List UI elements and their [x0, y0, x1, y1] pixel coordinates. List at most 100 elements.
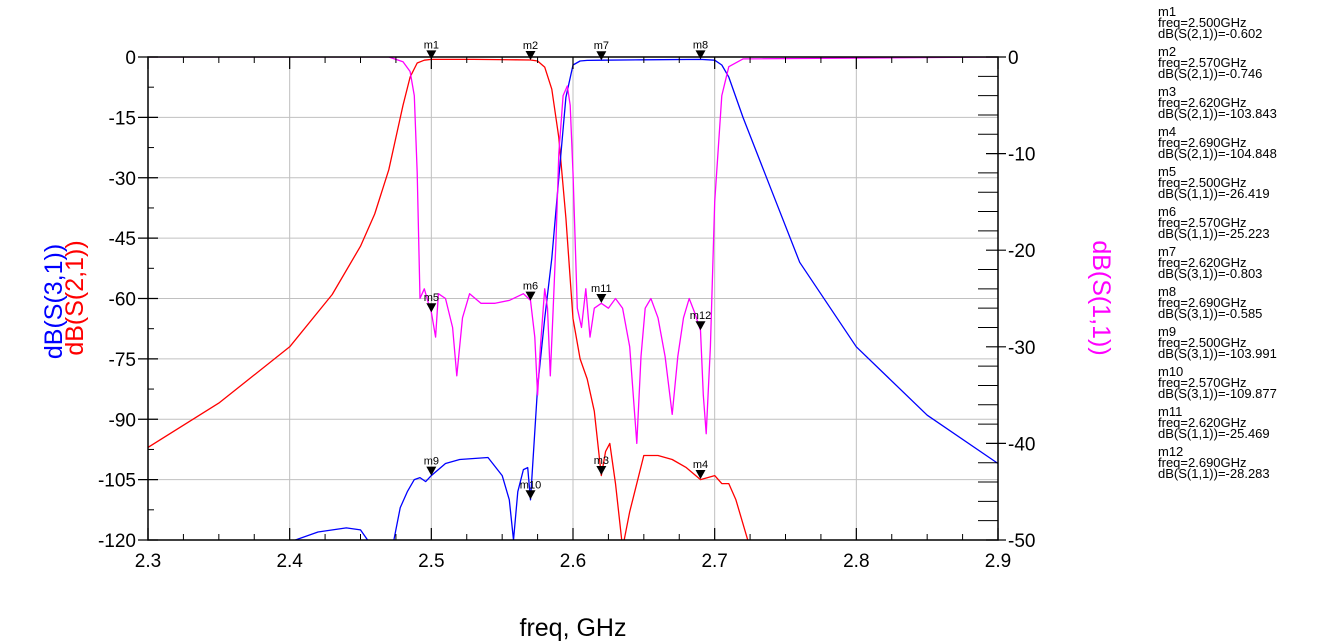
marker-readout-m11: m11 freq=2.620GHz dB(S(1,1))=-25.469 [1158, 404, 1318, 441]
marker-readout-m2: m2 freq=2.570GHz dB(S(2,1))=-0.746 [1158, 44, 1318, 81]
marker-readout-m3: m3 freq=2.620GHz dB(S(2,1))=-103.843 [1158, 85, 1318, 121]
marker-label-m12: m12 [690, 310, 711, 322]
marker-readout-name: m2 [1158, 44, 1177, 59]
marker-readout-name: m6 [1158, 204, 1177, 219]
series-line-db-s-3-1 [293, 58, 998, 540]
marker-m12 [695, 321, 706, 331]
marker-label-m11: m11 [591, 283, 612, 295]
series-layer [148, 57, 998, 540]
marker-readout-freq: freq=2.620GHz [1158, 415, 1247, 430]
marker-readout-value: dB(S(3,1))=-103.991 [1158, 346, 1277, 361]
series-line-db-s-2-1 [148, 58, 749, 540]
marker-readout-m12: m12 freq=2.690GHz dB(S(1,1))=-28.283 [1158, 444, 1318, 481]
marker-m8 [695, 50, 706, 60]
marker-readout-value: dB(S(1,1))=-25.223 [1158, 226, 1270, 241]
y-left-tick-label: -60 [109, 290, 136, 311]
y-right-tick-label: -20 [1008, 241, 1035, 262]
marker-m11 [596, 294, 607, 304]
marker-readout-value: dB(S(3,1))=-109.877 [1158, 386, 1277, 401]
marker-readout-freq: freq=2.690GHz [1158, 295, 1247, 310]
marker-m2 [525, 51, 536, 61]
marker-readout-name: m1 [1158, 4, 1177, 19]
left-axis-title-s21: dB(S(2,1)) [61, 240, 89, 355]
marker-readout-freq: freq=2.620GHz [1158, 255, 1247, 270]
marker-label-m10: m10 [520, 479, 541, 491]
right-axis-title: dB(S(1,1)) [1087, 240, 1115, 355]
x-tick-label: 2.4 [276, 551, 303, 572]
marker-readout-m10: m10 freq=2.570GHz dB(S(3,1))=-109.877 [1158, 364, 1318, 401]
marker-m1 [426, 50, 437, 60]
y-right-tick-label: -10 [1008, 145, 1035, 166]
marker-label-m3: m3 [594, 455, 609, 467]
y-left-tick-label: -90 [109, 410, 136, 431]
y-right-tick-label: -50 [1008, 531, 1035, 552]
marker-readout-value: dB(S(1,1))=-25.469 [1158, 426, 1270, 441]
y-right-tick-label: 0 [1008, 48, 1019, 69]
marker-m7 [596, 51, 607, 61]
y-left-tick-label: -30 [109, 169, 136, 190]
marker-m10 [525, 490, 536, 500]
x-tick-label: 2.7 [701, 551, 727, 572]
left-axis-title: dB(S(3,1)) dB(S(2,1)) [40, 237, 89, 359]
marker-m4 [695, 470, 706, 480]
axis-ticks: 2.3 2.4 2.5 2.6 2.7 2.8 2.9 0 -15 -30 -45 -60 -75 -90… [98, 48, 1036, 572]
marker-readout-m6: m6 freq=2.570GHz dB(S(1,1))=-25.223 [1158, 204, 1318, 241]
marker-label-m4: m4 [693, 459, 708, 471]
marker-label-m5: m5 [424, 292, 439, 304]
marker-readout-m9: m9 freq=2.500GHz dB(S(3,1))=-103.991 [1158, 324, 1318, 361]
markers-layer: m1 m2 m3 m4 m5 m6 m7 m8 m9 m10 m11 m12 [424, 39, 711, 500]
x-axis-title: freq, GHz [520, 614, 627, 642]
series-line-db-s-1-1 [148, 57, 998, 445]
marker-readout-value: dB(S(2,1))=-103.843 [1158, 106, 1277, 121]
marker-readout-name: m12 [1158, 444, 1184, 459]
marker-label-m9: m9 [424, 456, 439, 468]
marker-label-m6: m6 [523, 281, 538, 293]
marker-readout-name: m4 [1158, 124, 1177, 139]
marker-readout-panel: m1 freq=2.500GHz dB(S(2,1))=-0.602 m2 freq=2… [1158, 4, 1318, 486]
marker-m9 [426, 466, 437, 476]
x-tick-label: 2.6 [560, 551, 586, 572]
marker-readout-value: dB(S(2,1))=-0.746 [1158, 66, 1263, 81]
marker-readout-name: m8 [1158, 284, 1177, 299]
grid-lines [148, 57, 998, 540]
marker-readout-m7: m7 freq=2.620GHz dB(S(3,1))=-0.803 [1158, 244, 1318, 281]
marker-readout-name: m10 [1158, 364, 1184, 379]
marker-label-m2: m2 [523, 40, 538, 52]
x-tick-label: 2.8 [843, 551, 869, 572]
x-tick-label: 2.3 [135, 551, 161, 572]
x-tick-label: 2.9 [985, 551, 1011, 572]
marker-readout-freq: freq=2.570GHz [1158, 375, 1247, 390]
marker-label-m8: m8 [693, 39, 708, 51]
marker-readout-m4: m4 freq=2.690GHz dB(S(2,1))=-104.848 [1158, 124, 1318, 161]
y-left-tick-label: -105 [98, 471, 136, 492]
marker-readout-name: m9 [1158, 324, 1177, 339]
marker-m3 [596, 465, 607, 475]
marker-readout-value: dB(S(3,1))=-0.803 [1158, 266, 1263, 281]
left-axis-title-s31: dB(S(3,1)) [40, 244, 68, 359]
marker-readout-freq: freq=2.500GHz [1158, 335, 1247, 350]
s-parameter-chart: 2.3 2.4 2.5 2.6 2.7 2.8 2.9 0 -15 -30 -45 -60 -75 -90… [40, 39, 1115, 642]
marker-readout-m5: m5 freq=2.500GHz dB(S(1,1))=-26.419 [1158, 164, 1318, 201]
marker-readout-name: m5 [1158, 164, 1177, 179]
y-left-tick-label: -15 [109, 108, 136, 129]
marker-readout-value: dB(S(2,1))=-104.848 [1158, 146, 1277, 161]
y-left-tick-label: -120 [98, 531, 136, 552]
marker-readout-value: dB(S(1,1))=-28.283 [1158, 466, 1270, 481]
marker-readout-name: m11 [1158, 404, 1183, 419]
marker-readout-freq: freq=2.690GHz [1158, 455, 1247, 470]
marker-readout-value: dB(S(1,1))=-26.419 [1158, 186, 1270, 201]
marker-readout-name: m7 [1158, 244, 1177, 259]
marker-readout-value: dB(S(2,1))=-0.602 [1158, 26, 1263, 41]
marker-readout-value: dB(S(3,1))=-0.585 [1158, 306, 1263, 321]
marker-label-m1: m1 [424, 39, 439, 51]
marker-label-m7: m7 [594, 40, 609, 52]
y-left-tick-label: -75 [109, 350, 136, 371]
marker-readout-m8: m8 freq=2.690GHz dB(S(3,1))=-0.585 [1158, 284, 1318, 321]
marker-readout-freq: freq=2.570GHz [1158, 55, 1247, 70]
y-right-tick-label: -30 [1008, 338, 1035, 359]
y-left-tick-label: -45 [109, 229, 136, 250]
marker-readout-freq: freq=2.570GHz [1158, 215, 1247, 230]
marker-readout-freq: freq=2.690GHz [1158, 135, 1247, 150]
y-right-tick-label: -40 [1008, 434, 1035, 455]
marker-m6 [525, 291, 536, 301]
